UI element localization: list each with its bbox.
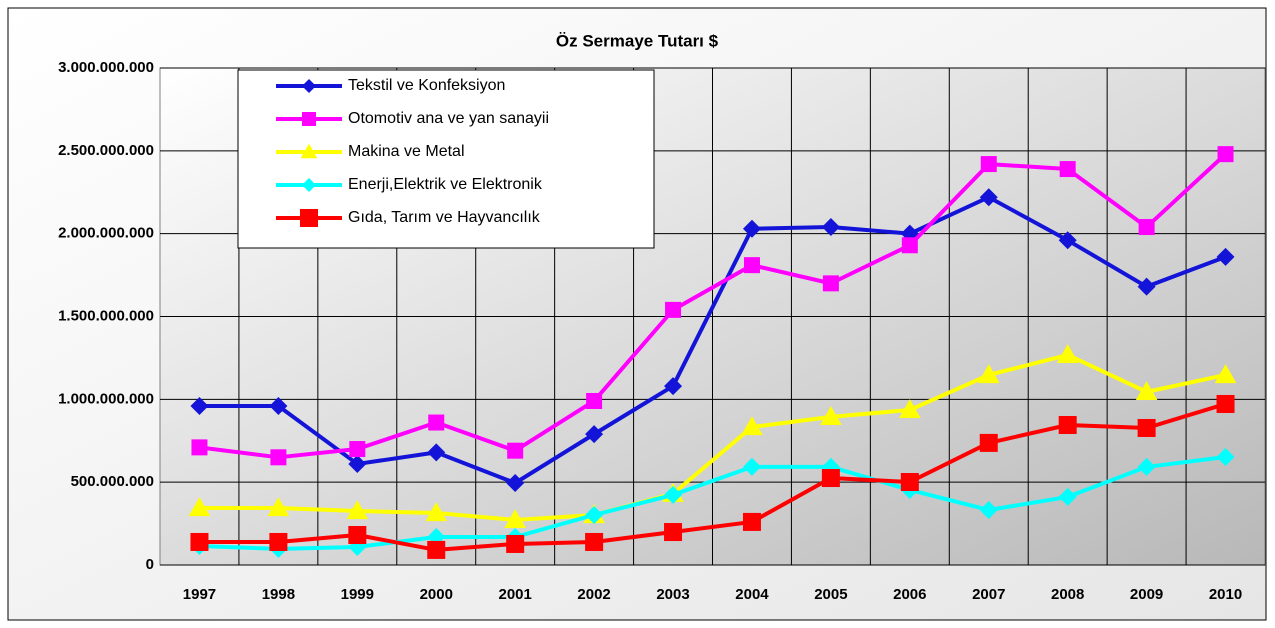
marker bbox=[190, 532, 209, 551]
marker bbox=[1059, 161, 1076, 178]
marker bbox=[1056, 344, 1079, 364]
marker bbox=[980, 156, 997, 173]
marker bbox=[900, 473, 919, 492]
legend-label: Tekstil ve Konfeksiyon bbox=[348, 77, 505, 94]
x-tick-label: 2008 bbox=[1051, 586, 1084, 603]
marker bbox=[1137, 277, 1156, 296]
series-line bbox=[199, 152, 1227, 460]
marker bbox=[506, 473, 525, 492]
x-tick-label: 2006 bbox=[893, 586, 926, 603]
marker bbox=[585, 532, 604, 551]
marker bbox=[743, 257, 760, 274]
marker bbox=[349, 441, 366, 458]
x-tick-label: 2004 bbox=[735, 586, 769, 603]
marker bbox=[504, 509, 526, 529]
marker bbox=[664, 523, 683, 542]
marker bbox=[1058, 231, 1077, 250]
marker bbox=[1058, 416, 1077, 435]
x-tick-label: 2003 bbox=[656, 586, 689, 603]
x-tick-label: 2005 bbox=[814, 586, 847, 603]
legend-label: Enerji,Elektrik ve Elektronik bbox=[348, 176, 543, 193]
marker bbox=[302, 112, 316, 126]
marker bbox=[1138, 219, 1155, 236]
series-line bbox=[199, 455, 1226, 551]
marker bbox=[821, 218, 840, 237]
marker bbox=[585, 425, 604, 444]
marker bbox=[820, 406, 842, 425]
marker bbox=[506, 534, 525, 553]
marker bbox=[742, 512, 761, 531]
marker bbox=[427, 540, 446, 559]
y-tick-label: 3.000.000.000 bbox=[58, 59, 154, 76]
marker bbox=[586, 392, 603, 409]
marker bbox=[348, 454, 367, 473]
y-tick-label: 500.000.000 bbox=[71, 473, 154, 490]
marker bbox=[1137, 418, 1156, 437]
x-tick-label: 2009 bbox=[1130, 586, 1163, 603]
y-tick-label: 2.500.000.000 bbox=[58, 142, 154, 159]
marker bbox=[901, 237, 918, 254]
marker bbox=[1137, 457, 1156, 476]
x-tick-label: 2007 bbox=[972, 586, 1005, 603]
x-tick-label: 1999 bbox=[341, 586, 374, 603]
marker bbox=[742, 457, 761, 476]
marker bbox=[1058, 487, 1077, 506]
marker bbox=[427, 443, 446, 462]
marker bbox=[302, 79, 316, 93]
marker bbox=[269, 396, 288, 415]
x-tick-label: 2002 bbox=[577, 586, 610, 603]
marker bbox=[346, 500, 369, 520]
marker bbox=[899, 399, 921, 419]
marker bbox=[188, 497, 211, 517]
marker bbox=[742, 219, 761, 238]
x-tick-label: 1997 bbox=[183, 586, 216, 603]
marker bbox=[1216, 447, 1235, 466]
marker bbox=[664, 377, 683, 396]
series-line bbox=[199, 195, 1227, 485]
marker bbox=[585, 505, 604, 524]
marker bbox=[741, 416, 763, 436]
marker bbox=[821, 469, 840, 488]
marker bbox=[428, 414, 445, 431]
marker bbox=[822, 275, 839, 292]
marker bbox=[1217, 146, 1234, 163]
marker bbox=[300, 143, 318, 159]
marker bbox=[507, 442, 524, 459]
marker bbox=[267, 497, 290, 517]
x-tick-label: 2010 bbox=[1209, 586, 1242, 603]
marker bbox=[1135, 381, 1158, 400]
marker bbox=[1216, 394, 1235, 413]
series-line bbox=[199, 402, 1227, 552]
marker bbox=[348, 526, 367, 545]
marker bbox=[1214, 364, 1237, 384]
marker bbox=[664, 485, 683, 504]
marker bbox=[191, 439, 208, 456]
marker bbox=[979, 433, 998, 452]
marker bbox=[425, 502, 448, 522]
marker bbox=[977, 364, 1000, 384]
legend-label: Otomotiv ana ve yan sanayii bbox=[348, 110, 549, 127]
marker bbox=[190, 396, 209, 415]
marker bbox=[979, 500, 998, 519]
y-tick-label: 2.000.000.000 bbox=[58, 225, 154, 242]
chart-title: Öz Sermaye Tutarı $ bbox=[556, 31, 719, 50]
marker bbox=[300, 209, 318, 227]
y-tick-label: 1.000.000.000 bbox=[58, 390, 154, 407]
x-tick-label: 2001 bbox=[498, 586, 531, 603]
marker bbox=[979, 188, 998, 207]
marker bbox=[270, 449, 287, 466]
marker bbox=[269, 532, 288, 551]
legend-label: Makina ve Metal bbox=[348, 143, 465, 160]
marker bbox=[665, 301, 682, 318]
y-tick-label: 0 bbox=[146, 556, 154, 573]
legend-label: Gıda, Tarım ve Hayvancılık bbox=[348, 209, 541, 226]
y-tick-label: 1.500.000.000 bbox=[58, 307, 154, 324]
x-tick-label: 2000 bbox=[420, 586, 453, 603]
x-tick-label: 1998 bbox=[262, 586, 295, 603]
marker bbox=[1216, 247, 1235, 266]
marker bbox=[302, 178, 316, 192]
series-line bbox=[199, 352, 1226, 522]
